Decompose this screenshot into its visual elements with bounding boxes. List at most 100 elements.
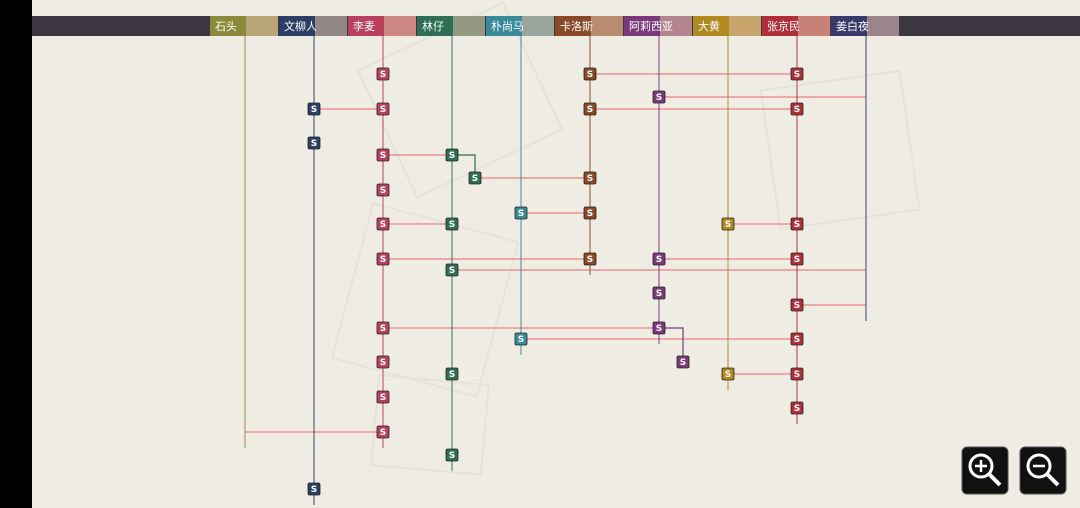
skill-node[interactable]: S	[376, 252, 390, 266]
node-label: S	[656, 255, 662, 265]
character-name: 石头	[215, 20, 237, 33]
skill-node[interactable]: S	[790, 401, 804, 415]
node-box	[445, 217, 459, 231]
node-label: S	[380, 186, 386, 196]
node-box	[676, 355, 690, 369]
node-box	[376, 183, 390, 197]
node-box	[376, 252, 390, 266]
skill-node[interactable]: S	[790, 217, 804, 231]
node-box	[445, 148, 459, 162]
node-box	[468, 171, 482, 185]
node-box	[652, 321, 666, 335]
skill-node[interactable]: S	[721, 367, 735, 381]
skill-node[interactable]: S	[652, 90, 666, 104]
skill-node[interactable]: S	[652, 286, 666, 300]
skill-node[interactable]: S	[583, 67, 597, 81]
node-label: S	[380, 428, 386, 438]
node-label: S	[794, 404, 800, 414]
skill-node[interactable]: S	[307, 136, 321, 150]
background	[32, 0, 1080, 508]
skill-node[interactable]: S	[790, 332, 804, 346]
skill-node[interactable]: S	[514, 332, 528, 346]
skill-node[interactable]: S	[790, 252, 804, 266]
skill-node[interactable]: S	[652, 321, 666, 335]
node-box	[790, 332, 804, 346]
skill-node[interactable]: S	[652, 252, 666, 266]
node-label: S	[794, 335, 800, 345]
node-label: S	[794, 255, 800, 265]
skill-node[interactable]: S	[583, 252, 597, 266]
skill-node[interactable]: S	[376, 321, 390, 335]
skill-node[interactable]: S	[583, 171, 597, 185]
skill-node[interactable]: S	[445, 148, 459, 162]
portrait	[453, 16, 485, 36]
skill-node[interactable]: S	[376, 148, 390, 162]
node-box	[652, 252, 666, 266]
node-label: S	[794, 70, 800, 80]
skill-node[interactable]: S	[376, 183, 390, 197]
character-name: 张京民	[767, 19, 800, 33]
node-label: S	[587, 209, 593, 219]
skill-node[interactable]: S	[790, 102, 804, 116]
node-box	[790, 67, 804, 81]
skill-node[interactable]: S	[307, 102, 321, 116]
node-box	[376, 217, 390, 231]
node-box	[652, 286, 666, 300]
node-box	[307, 482, 321, 496]
skill-node[interactable]: S	[468, 171, 482, 185]
zoom-out-button[interactable]	[1019, 446, 1067, 495]
skill-node[interactable]: S	[445, 217, 459, 231]
portrait	[660, 16, 692, 36]
node-label: S	[794, 301, 800, 311]
character-name: 文柳人	[284, 19, 317, 33]
skill-node[interactable]: S	[376, 67, 390, 81]
node-label: S	[380, 70, 386, 80]
portrait	[591, 16, 623, 36]
node-box	[583, 252, 597, 266]
portrait	[867, 16, 899, 36]
node-label: S	[449, 220, 455, 230]
node-box	[583, 206, 597, 220]
node-label: S	[587, 105, 593, 115]
skill-node[interactable]: S	[376, 355, 390, 369]
skill-node[interactable]: S	[790, 367, 804, 381]
skill-node[interactable]: S	[790, 67, 804, 81]
node-box	[445, 448, 459, 462]
portrait	[729, 16, 761, 36]
skill-node[interactable]: S	[445, 367, 459, 381]
node-label: S	[449, 151, 455, 161]
node-box	[445, 263, 459, 277]
node-box	[721, 367, 735, 381]
skill-node[interactable]: S	[376, 217, 390, 231]
node-box	[376, 355, 390, 369]
node-label: S	[380, 255, 386, 265]
node-label: S	[311, 139, 317, 149]
skill-node[interactable]: S	[376, 425, 390, 439]
zoom-in-button[interactable]	[961, 446, 1009, 495]
skill-node[interactable]: S	[445, 448, 459, 462]
skill-node[interactable]: S	[676, 355, 690, 369]
skill-node[interactable]: S	[514, 206, 528, 220]
node-label: S	[472, 174, 478, 184]
portrait	[315, 16, 347, 36]
node-box	[790, 367, 804, 381]
skill-node[interactable]: S	[583, 102, 597, 116]
node-label: S	[449, 370, 455, 380]
node-label: S	[794, 105, 800, 115]
skill-node[interactable]: S	[583, 206, 597, 220]
node-box	[376, 390, 390, 404]
portrait	[522, 16, 554, 36]
character-name: 林仔	[422, 19, 444, 33]
node-label: S	[380, 220, 386, 230]
node-label: S	[656, 93, 662, 103]
skill-node[interactable]: S	[376, 390, 390, 404]
skill-node[interactable]: S	[790, 298, 804, 312]
skill-node[interactable]: S	[307, 482, 321, 496]
node-label: S	[380, 358, 386, 368]
character-name: 卡洛斯	[560, 19, 593, 33]
skill-node[interactable]: S	[376, 102, 390, 116]
skill-node[interactable]: S	[721, 217, 735, 231]
skill-node[interactable]: S	[445, 263, 459, 277]
node-label: S	[380, 151, 386, 161]
